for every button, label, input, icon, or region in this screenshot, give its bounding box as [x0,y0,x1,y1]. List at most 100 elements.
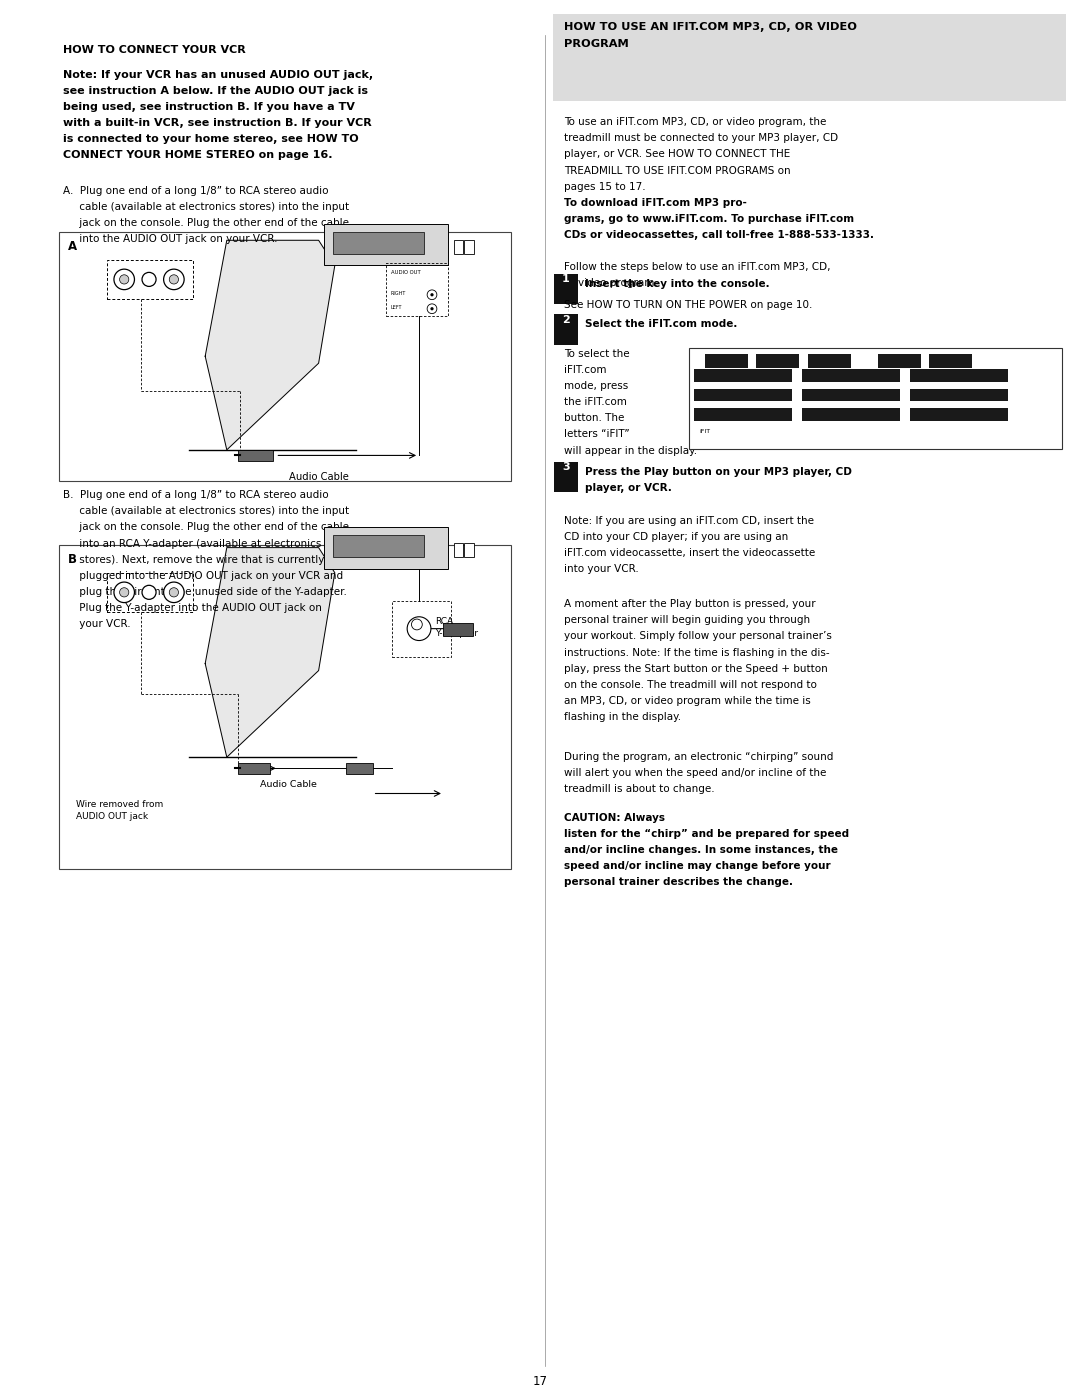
Text: personal trainer describes the change.: personal trainer describes the change. [564,877,793,887]
Bar [324,527,448,569]
Bar [454,543,463,557]
Text: iFIT.com videocassette, insert the videocassette: iFIT.com videocassette, insert the video… [564,548,815,557]
Bar [694,369,792,381]
Text: mode, press: mode, press [564,381,627,391]
Text: LEFT: LEFT [391,305,403,310]
Text: your workout. Simply follow your personal trainer’s: your workout. Simply follow your persona… [564,631,832,641]
Text: an MP3, CD, or video program while the time is: an MP3, CD, or video program while the t… [564,696,810,705]
Text: will alert you when the speed and/or incline of the: will alert you when the speed and/or inc… [564,768,826,778]
Text: treadmill is about to change.: treadmill is about to change. [564,784,714,793]
Text: Select the iFIT.com mode.: Select the iFIT.com mode. [585,319,738,328]
Ellipse shape [120,275,129,284]
Text: Press the Play button on your MP3 player, CD: Press the Play button on your MP3 player… [585,467,852,476]
Text: being used, see instruction B. If you have a TV: being used, see instruction B. If you ha… [63,102,354,112]
Ellipse shape [427,305,436,313]
Text: personal trainer will begin guiding you through: personal trainer will begin guiding you … [564,615,810,626]
Text: plugged into the AUDIO OUT jack on your VCR and: plugged into the AUDIO OUT jack on your … [63,570,342,581]
Text: stores). Next, remove the wire that is currently: stores). Next, remove the wire that is c… [63,555,324,564]
Bar [238,450,273,461]
Bar [443,623,473,636]
Text: your VCR.: your VCR. [63,619,131,629]
Text: button. The: button. The [564,414,624,423]
Text: CDs or videocassettes, call toll-free 1-888-533-1333.: CDs or videocassettes, call toll-free 1-… [564,229,874,240]
Bar [910,408,1008,420]
Text: See HOW TO TURN ON THE POWER on page 10.: See HOW TO TURN ON THE POWER on page 10. [564,299,812,310]
Ellipse shape [170,588,178,597]
Ellipse shape [114,583,135,602]
Bar [333,232,424,254]
Text: During the program, an electronic “chirping” sound: During the program, an electronic “chirp… [564,752,833,761]
Bar [464,240,474,254]
Ellipse shape [141,272,157,286]
Bar [333,535,424,557]
Text: into the AUDIO OUT jack on your VCR.: into the AUDIO OUT jack on your VCR. [63,233,278,244]
Text: Note: If you are using an iFIT.com CD, insert the: Note: If you are using an iFIT.com CD, i… [564,515,813,525]
Text: B: B [68,553,77,566]
Bar [554,314,578,345]
Ellipse shape [427,291,436,299]
Text: plug the wire into the unused side of the Y-adapter.: plug the wire into the unused side of th… [63,587,347,597]
Text: flashing in the display.: flashing in the display. [564,712,680,722]
Text: treadmill must be connected to your MP3 player, CD: treadmill must be connected to your MP3 … [564,133,838,144]
Bar [238,763,270,774]
Bar [454,240,463,254]
Bar [554,274,578,305]
Text: CAUTION: Always: CAUTION: Always [564,813,665,823]
Text: HOW TO CONNECT YOUR VCR: HOW TO CONNECT YOUR VCR [63,45,245,54]
Ellipse shape [164,583,184,602]
Text: B.  Plug one end of a long 1/8” to RCA stereo audio: B. Plug one end of a long 1/8” to RCA st… [63,490,328,500]
Text: PROGRAM: PROGRAM [564,39,629,49]
Text: 2: 2 [562,314,570,324]
Text: RCA
Y-adapter: RCA Y-adapter [435,617,478,637]
Bar [464,543,474,557]
Bar [554,461,578,492]
Text: iFIT: iFIT [700,429,711,434]
Text: Audio Cable: Audio Cable [260,780,316,788]
Text: Note: If your VCR has an unused AUDIO OUT jack,: Note: If your VCR has an unused AUDIO OU… [63,70,373,80]
Bar [324,224,448,265]
Text: To download iFIT.com MP3 pro-: To download iFIT.com MP3 pro- [564,198,746,208]
Bar [756,353,799,367]
Text: and/or incline changes. In some instances, the: and/or incline changes. In some instance… [564,845,838,855]
Polygon shape [205,548,335,757]
Ellipse shape [170,275,178,284]
Text: player, or VCR. See HOW TO CONNECT THE: player, or VCR. See HOW TO CONNECT THE [564,149,789,159]
Text: Wire removed from
AUDIO OUT jack: Wire removed from AUDIO OUT jack [76,800,163,820]
Text: jack on the console. Plug the other end of the cable: jack on the console. Plug the other end … [63,522,349,532]
Text: Plug the Y-adapter into the AUDIO OUT jack on: Plug the Y-adapter into the AUDIO OUT ja… [63,604,322,613]
Text: To select the: To select the [564,349,630,359]
Text: Audio Cable: Audio Cable [288,472,349,482]
Text: A.  Plug one end of a long 1/8” to RCA stereo audio: A. Plug one end of a long 1/8” to RCA st… [63,186,328,196]
Text: with a built-in VCR, see instruction B. If your VCR: with a built-in VCR, see instruction B. … [63,119,372,129]
Text: speed and/or incline may change before your: speed and/or incline may change before y… [564,861,831,872]
Polygon shape [205,240,335,450]
Text: pages 15 to 17.: pages 15 to 17. [564,182,649,191]
Text: A: A [68,240,77,253]
Text: is connected to your home stereo, see HOW TO: is connected to your home stereo, see HO… [63,134,359,144]
Text: listen for the “chirp” and be prepared for speed: listen for the “chirp” and be prepared f… [564,828,849,840]
Ellipse shape [430,307,433,310]
Text: AUDIO OUT: AUDIO OUT [391,270,421,275]
Text: play, press the Start button or the Speed + button: play, press the Start button or the Spee… [564,664,827,673]
Text: grams, go to www.iFIT.com. To purchase iFIT.com: grams, go to www.iFIT.com. To purchase i… [564,214,854,224]
Ellipse shape [114,270,135,289]
Text: will appear in the display.: will appear in the display. [564,446,697,455]
Text: iFIT.com: iFIT.com [564,365,606,376]
Bar [802,408,900,420]
Ellipse shape [430,293,433,296]
Text: 1: 1 [562,274,570,285]
Text: CONNECT YOUR HOME STEREO on page 16.: CONNECT YOUR HOME STEREO on page 16. [63,151,333,161]
Text: CD into your CD player; if you are using an: CD into your CD player; if you are using… [564,532,788,542]
Text: into an RCA Y-adapter (available at electronics: into an RCA Y-adapter (available at elec… [63,538,321,549]
Text: letters “iFIT”: letters “iFIT” [564,429,630,440]
Bar [694,408,792,420]
Text: cable (available at electronics stores) into the input: cable (available at electronics stores) … [63,201,349,212]
Bar [910,388,1008,401]
Bar [59,545,511,869]
Text: instructions. Note: If the time is flashing in the dis-: instructions. Note: If the time is flash… [564,648,829,658]
Text: TREADMILL TO USE IFIT.COM PROGRAMS on: TREADMILL TO USE IFIT.COM PROGRAMS on [564,166,791,176]
Bar [929,353,972,367]
Ellipse shape [141,585,157,599]
Text: jack on the console. Plug the other end of the cable: jack on the console. Plug the other end … [63,218,349,228]
Text: A moment after the Play button is pressed, your: A moment after the Play button is presse… [564,599,815,609]
